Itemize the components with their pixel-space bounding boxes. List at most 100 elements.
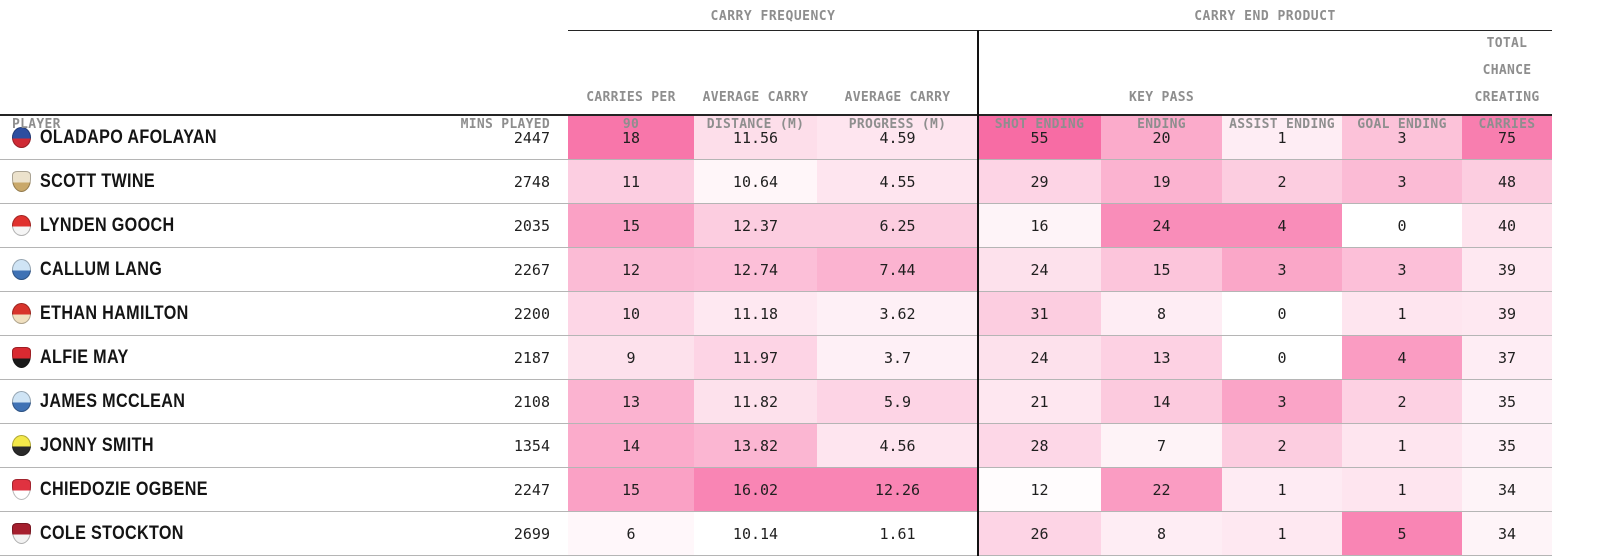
player-name: CALLUM LANG xyxy=(40,258,163,280)
goal-ending-cell: 5 xyxy=(1342,512,1462,555)
player-name: LYNDEN GOOCH xyxy=(40,214,175,236)
col-header-assist-ending: ASSIST ENDING xyxy=(1229,117,1335,132)
shot-ending-cell: 21 xyxy=(978,380,1101,423)
avg-carry-progress-cell: 7.44 xyxy=(817,248,978,291)
assist-ending-cell: 4 xyxy=(1222,204,1342,247)
col-header-avg-carry-distance: AVERAGE CARRY DISTANCE (M) xyxy=(702,90,809,132)
total-chance-creating-carries-cell: 34 xyxy=(1462,468,1552,511)
avg-carry-distance-cell: 11.82 xyxy=(694,380,817,423)
total-chance-creating-carries-cell: 48 xyxy=(1462,160,1552,203)
table-row: COLE STOCKTON 2699 6 10.14 1.61 26 8 1 5 34 xyxy=(0,512,1552,556)
assist-ending-cell: 0 xyxy=(1222,292,1342,335)
carries-per-90-cell: 12 xyxy=(568,248,694,291)
mins-played-value: 2035 xyxy=(513,216,550,235)
avg-carry-distance-cell: 10.64 xyxy=(694,160,817,203)
goal-ending-cell: 1 xyxy=(1342,468,1462,511)
total-chance-creating-carries-cell: 35 xyxy=(1462,424,1552,467)
player-cell: JAMES MCCLEAN xyxy=(0,380,420,423)
avg-carry-distance-cell: 11.97 xyxy=(694,336,817,379)
avg-carry-progress-cell: 3.7 xyxy=(817,336,978,379)
player-cell: ETHAN HAMILTON xyxy=(0,292,420,335)
avg-carry-progress-cell: 6.25 xyxy=(817,204,978,247)
wigan-athletic-badge-icon xyxy=(12,391,31,412)
total-chance-creating-carries-cell: 39 xyxy=(1462,248,1552,291)
player-name: SCOTT TWINE xyxy=(40,170,155,192)
total-chance-creating-carries-cell: 39 xyxy=(1462,292,1552,335)
key-pass-ending-cell: 20 xyxy=(1101,116,1222,159)
avg-carry-progress-cell: 4.59 xyxy=(817,116,978,159)
table-row: OLADAPO AFOLAYAN 2447 18 11.56 4.59 55 20 1 3 7… xyxy=(0,116,1552,160)
table-row: JAMES MCCLEAN 2108 13 11.82 5.9 21 14 3 2 35 xyxy=(0,380,1552,424)
player-name: OLADAPO AFOLAYAN xyxy=(40,126,217,148)
col-header-shot-ending: SHOT ENDING xyxy=(994,117,1085,132)
key-pass-ending-cell: 24 xyxy=(1101,204,1222,247)
player-cell: LYNDEN GOOCH xyxy=(0,204,420,247)
assist-ending-cell: 1 xyxy=(1222,512,1342,555)
avg-carry-distance-cell: 12.37 xyxy=(694,204,817,247)
total-chance-creating-carries-cell: 35 xyxy=(1462,380,1552,423)
group-underline xyxy=(568,30,1552,31)
wigan-athletic-badge-icon xyxy=(12,259,31,280)
assist-ending-cell: 2 xyxy=(1222,424,1342,467)
col-header-carries-per-90: CARRIES PER 90 xyxy=(586,90,676,132)
table: CARRY FREQUENCY CARRY END PRODUCT PLAYER… xyxy=(0,9,1552,556)
goal-ending-cell: 3 xyxy=(1342,160,1462,203)
accrington-stanley-badge-icon xyxy=(12,303,31,324)
avg-carry-progress-cell: 4.56 xyxy=(817,424,978,467)
key-pass-ending-cell: 8 xyxy=(1101,512,1222,555)
avg-carry-distance-cell: 11.18 xyxy=(694,292,817,335)
key-pass-ending-cell: 15 xyxy=(1101,248,1222,291)
avg-carry-progress-cell: 4.55 xyxy=(817,160,978,203)
bolton-wanderers-badge-icon xyxy=(12,127,31,148)
assist-ending-cell: 3 xyxy=(1222,248,1342,291)
carries-per-90-cell: 6 xyxy=(568,512,694,555)
mins-played-value: 2748 xyxy=(513,172,550,191)
goal-ending-cell: 0 xyxy=(1342,204,1462,247)
shot-ending-cell: 24 xyxy=(978,336,1101,379)
mins-played-value: 2187 xyxy=(513,348,550,367)
carries-per-90-cell: 9 xyxy=(568,336,694,379)
goal-ending-cell: 4 xyxy=(1342,336,1462,379)
key-pass-ending-cell: 13 xyxy=(1101,336,1222,379)
mins-played-value: 2267 xyxy=(513,260,550,279)
shot-ending-cell: 12 xyxy=(978,468,1101,511)
player-cell: JONNY SMITH xyxy=(0,424,420,467)
player-name: CHIEDOZIE OGBENE xyxy=(40,478,208,500)
shot-ending-cell: 16 xyxy=(978,204,1101,247)
carries-per-90-cell: 18 xyxy=(568,116,694,159)
assist-ending-cell: 1 xyxy=(1222,468,1342,511)
assist-ending-cell: 3 xyxy=(1222,380,1342,423)
shot-ending-cell: 29 xyxy=(978,160,1101,203)
mk-dons-badge-icon xyxy=(12,171,31,192)
player-name: JONNY SMITH xyxy=(40,434,154,456)
avg-carry-distance-cell: 12.74 xyxy=(694,248,817,291)
shot-ending-cell: 55 xyxy=(978,116,1101,159)
mins-played-value: 2108 xyxy=(513,392,550,411)
player-cell: ALFIE MAY xyxy=(0,336,420,379)
morecambe-badge-icon xyxy=(12,523,31,544)
burton-albion-badge-icon xyxy=(12,435,31,456)
carries-per-90-cell: 10 xyxy=(568,292,694,335)
player-cell: OLADAPO AFOLAYAN xyxy=(0,116,420,159)
table-row: LYNDEN GOOCH 2035 15 12.37 6.25 16 24 4 0 40 xyxy=(0,204,1552,248)
rotherham-united-badge-icon xyxy=(12,479,31,500)
avg-carry-distance-cell: 10.14 xyxy=(694,512,817,555)
carries-per-90-cell: 15 xyxy=(568,204,694,247)
section-divider-line xyxy=(977,30,979,556)
group-header-carry-frequency: CARRY FREQUENCY xyxy=(710,9,836,24)
carries-per-90-cell: 11 xyxy=(568,160,694,203)
mins-played-value: 2699 xyxy=(513,524,550,543)
goal-ending-cell: 3 xyxy=(1342,116,1462,159)
mins-played-value: 2247 xyxy=(513,480,550,499)
carries-per-90-cell: 13 xyxy=(568,380,694,423)
player-name: ALFIE MAY xyxy=(40,346,129,368)
group-header-carry-end-product: CARRY END PRODUCT xyxy=(1194,9,1336,24)
avg-carry-distance-cell: 16.02 xyxy=(694,468,817,511)
player-name: COLE STOCKTON xyxy=(40,522,184,544)
goal-ending-cell: 2 xyxy=(1342,380,1462,423)
assist-ending-cell: 2 xyxy=(1222,160,1342,203)
total-chance-creating-carries-cell: 37 xyxy=(1462,336,1552,379)
avg-carry-progress-cell: 5.9 xyxy=(817,380,978,423)
avg-carry-progress-cell: 3.62 xyxy=(817,292,978,335)
table-body: OLADAPO AFOLAYAN 2447 18 11.56 4.59 55 20 1 3 7… xyxy=(0,116,1552,556)
